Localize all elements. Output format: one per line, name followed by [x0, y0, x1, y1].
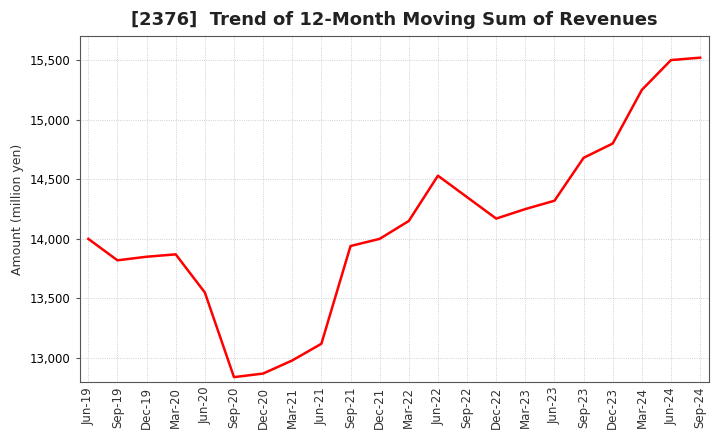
Title: [2376]  Trend of 12-Month Moving Sum of Revenues: [2376] Trend of 12-Month Moving Sum of R…: [131, 11, 657, 29]
Y-axis label: Amount (million yen): Amount (million yen): [11, 143, 24, 275]
